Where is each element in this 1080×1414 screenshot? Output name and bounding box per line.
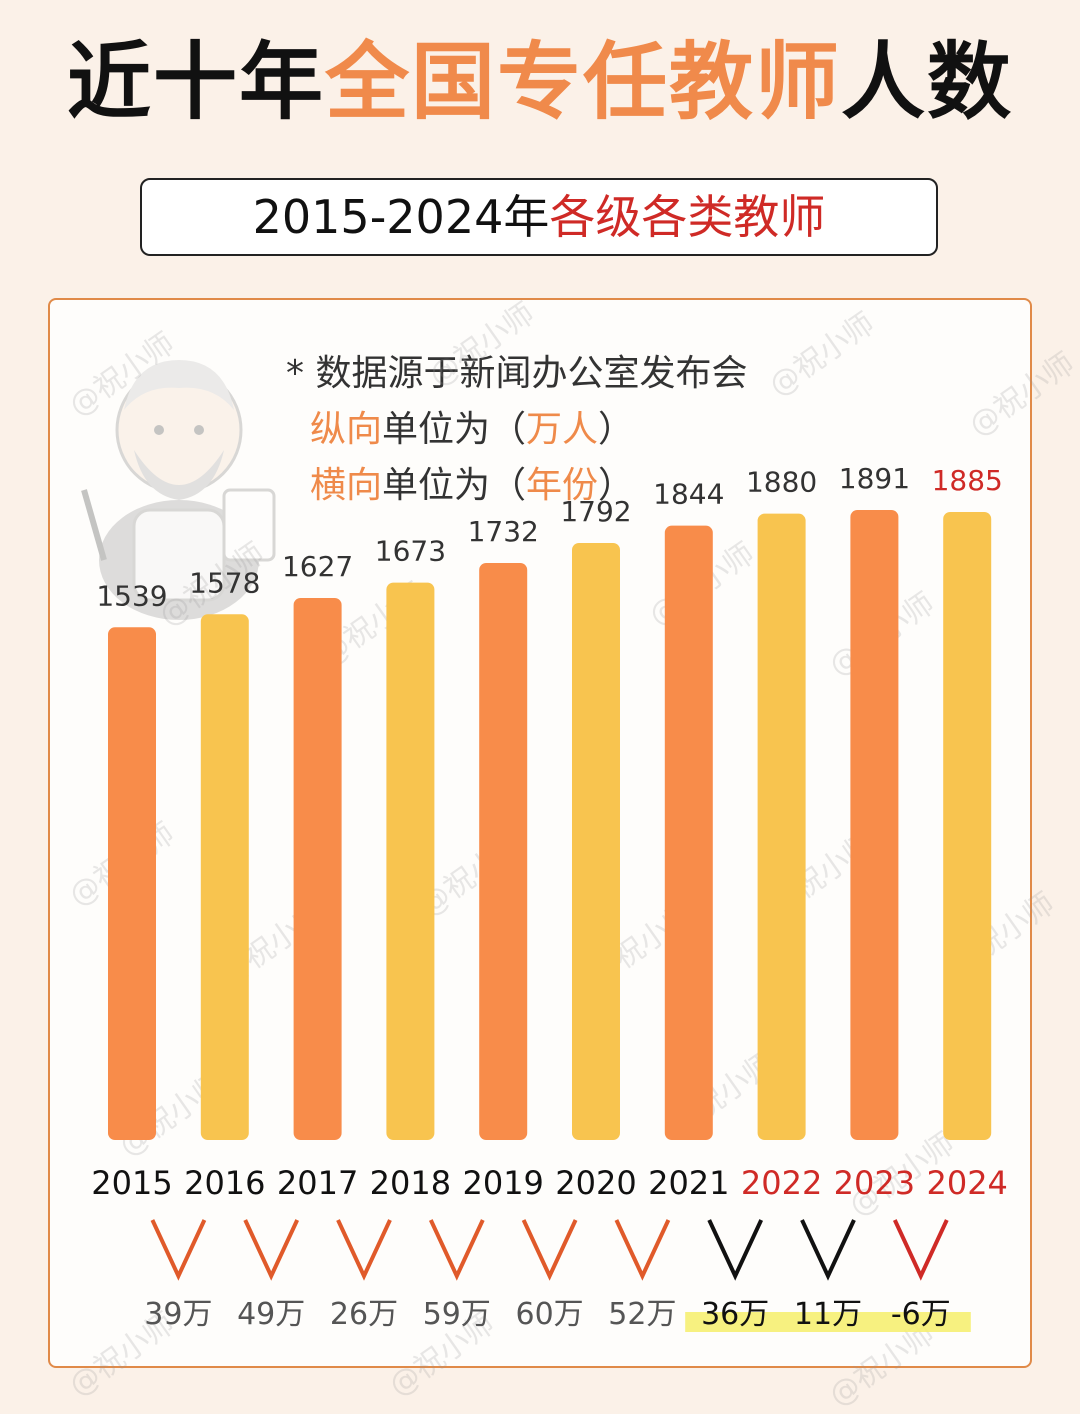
title-highlight: 全国专任教师 [324,33,841,131]
data-source-note: * 数据源于新闻办公室发布会 [286,353,748,394]
change-arrow-icon [336,1219,392,1281]
change-label-2: 26万 [330,1297,398,1332]
change-label-4: 60万 [516,1297,584,1332]
value-label-2023: 1891 [839,462,910,495]
horizontal-mid: 单位为（ [382,465,527,506]
bar-2021 [664,525,713,1140]
year-label-2023: 2023 [834,1164,915,1202]
horizontal-end: ） [598,465,635,506]
value-label-2015: 1539 [96,579,167,612]
vertical-prefix: 纵向 [310,409,383,450]
chart-notes: * 数据源于新闻办公室发布会 纵向单位为（万人） 横向单位为（年份） [286,346,747,514]
vertical-end: ） [598,409,635,450]
change-label-0: 39万 [144,1297,212,1332]
value-label-2018: 1673 [375,535,446,568]
subtitle-highlight: 各级各类教师 [549,190,826,244]
subtitle-box: 2015-2024年各级各类教师 [140,178,938,256]
title-suffix: 人数 [841,33,1014,131]
year-label-2024: 2024 [926,1164,1007,1202]
bar-2023 [850,510,899,1140]
change-label-3: 59万 [423,1297,491,1332]
year-label-2021: 2021 [648,1164,729,1202]
change-arrow-icon [707,1219,764,1281]
change-arrow-icon [243,1219,300,1281]
horizontal-prefix: 横向 [310,465,383,506]
bar-2015 [108,627,156,1140]
bar-2016 [200,614,249,1140]
value-label-2022: 1880 [746,466,817,499]
change-label-5: 52万 [608,1297,676,1332]
year-label-2018: 2018 [370,1164,451,1202]
year-label-2015: 2015 [91,1164,172,1202]
value-label-2020: 1792 [560,495,631,528]
change-highlight-strip [685,1312,971,1332]
change-label-7: 11万 [794,1297,862,1332]
bar-2024 [943,511,992,1141]
change-arrow-icon [521,1219,578,1281]
bar-2019 [479,562,528,1140]
vertical-unit-note: 纵向单位为（万人） [286,402,747,458]
teacher-mascot-icon [81,360,276,620]
change-arrow-icon [150,1219,207,1281]
year-label-2020: 2020 [555,1164,636,1202]
change-arrow-icon [614,1219,671,1281]
year-label-2019: 2019 [462,1164,543,1202]
year-label-2017: 2017 [277,1164,358,1202]
page-title: 近十年全国专任教师人数 [0,22,1080,142]
horizontal-unit-note: 横向单位为（年份） [286,458,747,514]
subtitle-years: 2015-2024年 [252,190,550,244]
vertical-unit: 万人 [526,409,599,450]
year-label-2016: 2016 [184,1164,265,1202]
bar-2018 [386,582,435,1140]
value-label-2024: 1885 [932,464,1003,497]
vertical-mid: 单位为（ [382,409,527,450]
change-label-8: -6万 [891,1297,951,1332]
change-arrow-icon [800,1219,856,1281]
year-label-2022: 2022 [741,1164,822,1202]
title-prefix: 近十年 [66,33,325,131]
change-label-6: 36万 [701,1297,769,1332]
bar-2022 [757,513,806,1140]
bar-2017 [293,597,342,1140]
change-arrow-icon [892,1219,949,1281]
change-label-1: 49万 [237,1297,305,1332]
value-label-2016: 1578 [189,566,260,599]
horizontal-unit: 年份 [526,465,599,506]
value-label-2019: 1732 [468,515,539,548]
value-label-2017: 1627 [282,550,353,583]
value-label-2021: 1844 [653,478,724,511]
bar-2020 [572,542,620,1140]
change-arrow-icon [428,1219,485,1281]
